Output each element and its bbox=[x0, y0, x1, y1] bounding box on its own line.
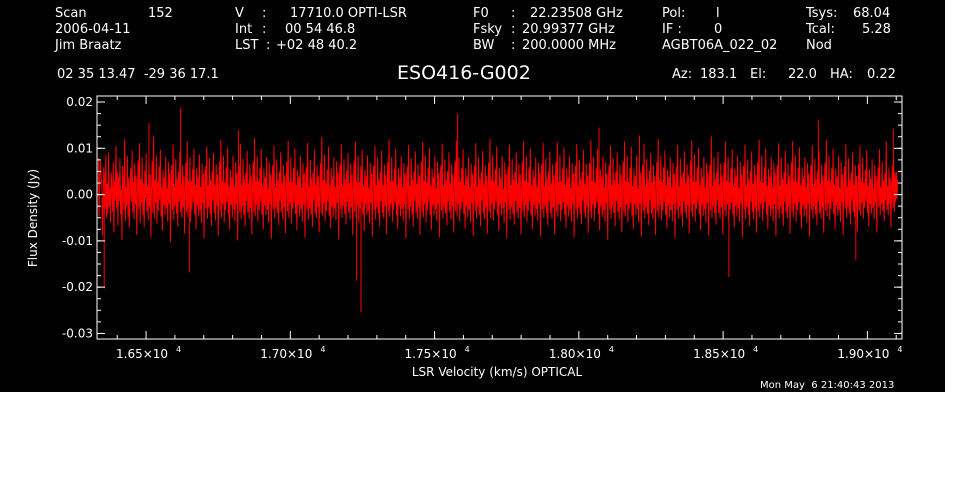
y-tick-label: -0.02 bbox=[62, 280, 93, 294]
velocity-value: 17710.0 OPTI-LSR bbox=[290, 6, 407, 21]
y-axis-label: Flux Density (Jy) bbox=[26, 169, 40, 267]
elevation-label: El: bbox=[750, 67, 767, 82]
x-tick-label: 1.65×10 bbox=[116, 347, 168, 361]
hour-angle-value: 0.22 bbox=[867, 67, 896, 82]
bandwidth-label: BW bbox=[473, 38, 495, 53]
x-tick-label: 1.90×10 bbox=[837, 347, 889, 361]
velocity-label: V bbox=[235, 6, 244, 21]
elevation-value: 22.0 bbox=[788, 67, 817, 82]
observation-date: 2006-04-11 bbox=[55, 22, 131, 37]
bandwidth-sep: : bbox=[511, 38, 516, 53]
x-axis-label: LSR Velocity (km/s) OPTICAL bbox=[412, 365, 583, 379]
tcal-label: Tcal: bbox=[806, 22, 835, 37]
y-tick-label: 0.00 bbox=[66, 188, 93, 202]
observer-name: Jim Braatz bbox=[55, 38, 122, 53]
tcal-value: 5.28 bbox=[862, 22, 891, 37]
sky-coordinates: 02 35 13.47 -29 36 17.1 bbox=[57, 67, 219, 82]
plot-panel: Scan 152 2006-04-11 Jim Braatz V : 17710… bbox=[0, 0, 945, 392]
polarization-label: Pol: bbox=[662, 6, 686, 21]
x-tick-exponent: 4 bbox=[753, 345, 758, 354]
x-tick-exponent: 4 bbox=[897, 345, 902, 354]
spectrum-chart: 0.02 0.01 0.00 -0.01 -0.02 -0.03 1.65×10 4 1.70×… bbox=[26, 95, 903, 379]
x-tick-label: 1.70×10 bbox=[260, 347, 312, 361]
f0-label: F0 bbox=[473, 6, 489, 21]
x-tick-exponent: 4 bbox=[465, 345, 470, 354]
azimuth-label: Az: bbox=[672, 67, 693, 82]
tsys-label: Tsys: bbox=[806, 6, 838, 21]
if-label: IF : bbox=[662, 22, 682, 37]
scan-number: 152 bbox=[148, 6, 173, 21]
y-tick-label: -0.03 bbox=[62, 326, 93, 340]
integration-value: 00 54 46.8 bbox=[285, 22, 356, 37]
fsky-label: Fsky bbox=[473, 22, 503, 37]
integration-label: Int bbox=[235, 22, 253, 37]
y-tick-label: -0.01 bbox=[62, 234, 93, 248]
spectrum-line bbox=[97, 135, 899, 242]
lst-sep: : bbox=[266, 38, 271, 53]
fsky-sep: : bbox=[511, 22, 516, 37]
x-tick-exponent: 4 bbox=[176, 345, 181, 354]
lst-label: LST bbox=[235, 38, 259, 53]
observing-mode: Nod bbox=[806, 38, 832, 53]
f0-value: 22.23508 GHz bbox=[530, 6, 623, 21]
lst-value: +02 48 40.2 bbox=[276, 38, 358, 53]
x-tick-label: 1.80×10 bbox=[549, 347, 601, 361]
hour-angle-label: HA: bbox=[830, 67, 853, 82]
x-tick-exponent: 4 bbox=[320, 345, 325, 354]
polarization-value: l bbox=[716, 6, 720, 21]
x-tick-label: 1.85×10 bbox=[693, 347, 745, 361]
plot-timestamp: Mon May 6 21:40:43 2013 bbox=[760, 380, 895, 391]
integration-sep: : bbox=[262, 22, 267, 37]
azimuth-value: 183.1 bbox=[700, 67, 738, 82]
x-tick-label: 1.75×10 bbox=[405, 347, 457, 361]
project-id: AGBT06A_022_02 bbox=[662, 38, 778, 53]
y-tick-label: 0.01 bbox=[66, 141, 93, 155]
y-tick-label: 0.02 bbox=[66, 95, 93, 109]
source-name: ESO416-G002 bbox=[397, 62, 531, 84]
bandwidth-value: 200.0000 MHz bbox=[522, 38, 616, 53]
x-tick-exponent: 4 bbox=[609, 345, 614, 354]
velocity-sep: : bbox=[262, 6, 267, 21]
if-value: 0 bbox=[714, 22, 723, 37]
scan-label: Scan bbox=[55, 6, 87, 21]
tsys-value: 68.04 bbox=[853, 6, 891, 21]
f0-sep: : bbox=[511, 6, 516, 21]
fsky-value: 20.99377 GHz bbox=[522, 22, 615, 37]
